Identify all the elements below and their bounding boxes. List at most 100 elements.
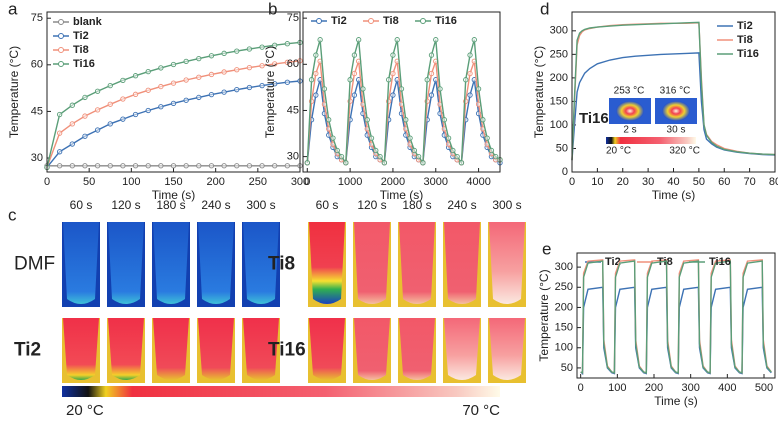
legend-label: Ti2: [73, 30, 89, 42]
data-point: [338, 153, 345, 160]
x-tick-label: 250: [249, 176, 267, 188]
x-tick-label: 0: [304, 176, 310, 188]
data-point: [208, 71, 215, 78]
x-tick-label: 200: [206, 176, 224, 188]
time-label: 60 s: [316, 198, 339, 212]
y-tick-label: 75: [287, 12, 299, 24]
data-point: [373, 147, 379, 154]
y-axis-title: Temperature (°C): [532, 46, 546, 138]
data-point: [259, 63, 265, 69]
legend-marker: [58, 19, 64, 25]
vial: [63, 222, 99, 304]
data-point: [221, 89, 227, 95]
data-point: [132, 163, 139, 169]
legend-marker: [58, 33, 64, 39]
legend-label: Ti16: [73, 58, 95, 70]
data-point: [308, 77, 315, 83]
data-point: [488, 147, 495, 154]
panel-label: d: [540, 0, 549, 18]
data-point: [463, 77, 469, 83]
data-point: [208, 91, 215, 98]
data-point: [69, 102, 75, 108]
data-point: [94, 107, 101, 113]
x-tick-label: 0: [44, 176, 50, 188]
data-point: [259, 82, 265, 89]
data-point: [145, 87, 151, 93]
data-point: [132, 91, 139, 97]
x-tick-label: 20: [617, 176, 629, 188]
data-point: [368, 135, 375, 141]
data-point: [398, 86, 405, 92]
panel-label: e: [542, 239, 551, 258]
data-point: [132, 111, 139, 118]
y-tick-label: 75: [31, 12, 43, 24]
data-point: [234, 48, 240, 54]
plot-frame: [46, 11, 301, 173]
sample-label: DMF: [14, 254, 55, 275]
data-point: [351, 70, 358, 77]
x-tick-label: 100: [608, 382, 626, 394]
legend-label: Ti16: [709, 256, 731, 268]
data-point: [284, 79, 290, 85]
data-point: [390, 70, 396, 77]
data-point: [107, 82, 113, 89]
x-tick-label: 40: [667, 176, 679, 188]
data-point: [394, 37, 400, 43]
data-point: [272, 42, 278, 48]
data-point: [433, 37, 439, 43]
data-point: [381, 160, 388, 166]
data-point: [158, 83, 164, 90]
data-point: [132, 73, 139, 79]
data-point: [428, 70, 435, 77]
inset-temperature: 316 °C: [660, 86, 691, 97]
y-tick-label: 100: [555, 342, 573, 354]
inset-label: Ti16: [579, 110, 609, 127]
x-tick-label: 100: [122, 176, 140, 188]
data-point: [94, 127, 101, 133]
time-label: 120 s: [111, 198, 140, 212]
data-point: [284, 163, 290, 169]
data-point: [82, 133, 88, 139]
x-tick-label: 150: [164, 176, 182, 188]
y-axis-title: Temperature (°C): [263, 46, 277, 138]
vial: [153, 318, 189, 380]
data-point: [196, 94, 202, 101]
y-tick-label: 300: [550, 25, 568, 37]
data-point: [304, 160, 310, 166]
vial: [153, 222, 189, 304]
vial: [108, 318, 144, 380]
data-point: [420, 160, 426, 166]
data-point: [82, 163, 88, 169]
data-point: [284, 41, 290, 47]
vial: [354, 222, 390, 304]
data-point: [158, 104, 164, 110]
data-point: [356, 37, 362, 43]
data-point: [313, 52, 319, 58]
data-point: [259, 44, 265, 50]
data-point: [183, 97, 189, 103]
data-point: [120, 163, 126, 169]
inset-time: 2 s: [623, 125, 636, 136]
series-line: [580, 260, 772, 374]
data-point: [390, 92, 396, 98]
data-point: [158, 65, 164, 71]
data-point: [221, 69, 227, 75]
data-point: [170, 61, 177, 68]
colorbar: [62, 386, 500, 397]
data-point: [170, 163, 177, 169]
data-point: [415, 153, 422, 160]
vial: [108, 222, 144, 304]
x-axis-title: Time (s): [380, 188, 424, 202]
panel-label: c: [8, 205, 17, 224]
inset-spot: [616, 101, 644, 121]
x-tick-label: 30: [642, 176, 654, 188]
data-point: [234, 87, 240, 93]
y-tick-label: 50: [561, 362, 573, 374]
data-point: [69, 141, 75, 147]
legend-label: Ti8: [737, 34, 753, 46]
legend-label: Ti2: [737, 20, 753, 32]
legend-marker: [316, 18, 322, 24]
